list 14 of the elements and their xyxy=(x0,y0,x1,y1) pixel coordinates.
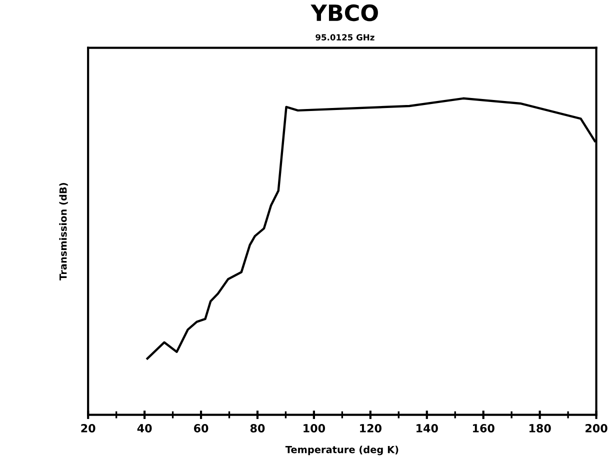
y-axis-title: Transmission (dB) xyxy=(59,183,68,280)
x-axis-title: Temperature (deg K) xyxy=(285,446,398,456)
x-tick-label: 40 xyxy=(137,424,152,432)
chart-subtitle: 95.0125 GHz xyxy=(316,34,374,40)
x-tick-label: 60 xyxy=(194,424,208,432)
x-tick-label: 80 xyxy=(250,424,265,432)
x-tick-label: 180 xyxy=(529,424,551,432)
x-tick-label: 160 xyxy=(473,424,494,432)
chart-title: YBCO xyxy=(310,4,378,22)
x-tick-label: 100 xyxy=(304,424,326,432)
x-tick-label: 200 xyxy=(586,424,608,432)
x-tick-label: 140 xyxy=(416,424,438,432)
x-tick-label: 120 xyxy=(360,424,382,432)
x-tick-label: 20 xyxy=(81,424,96,432)
